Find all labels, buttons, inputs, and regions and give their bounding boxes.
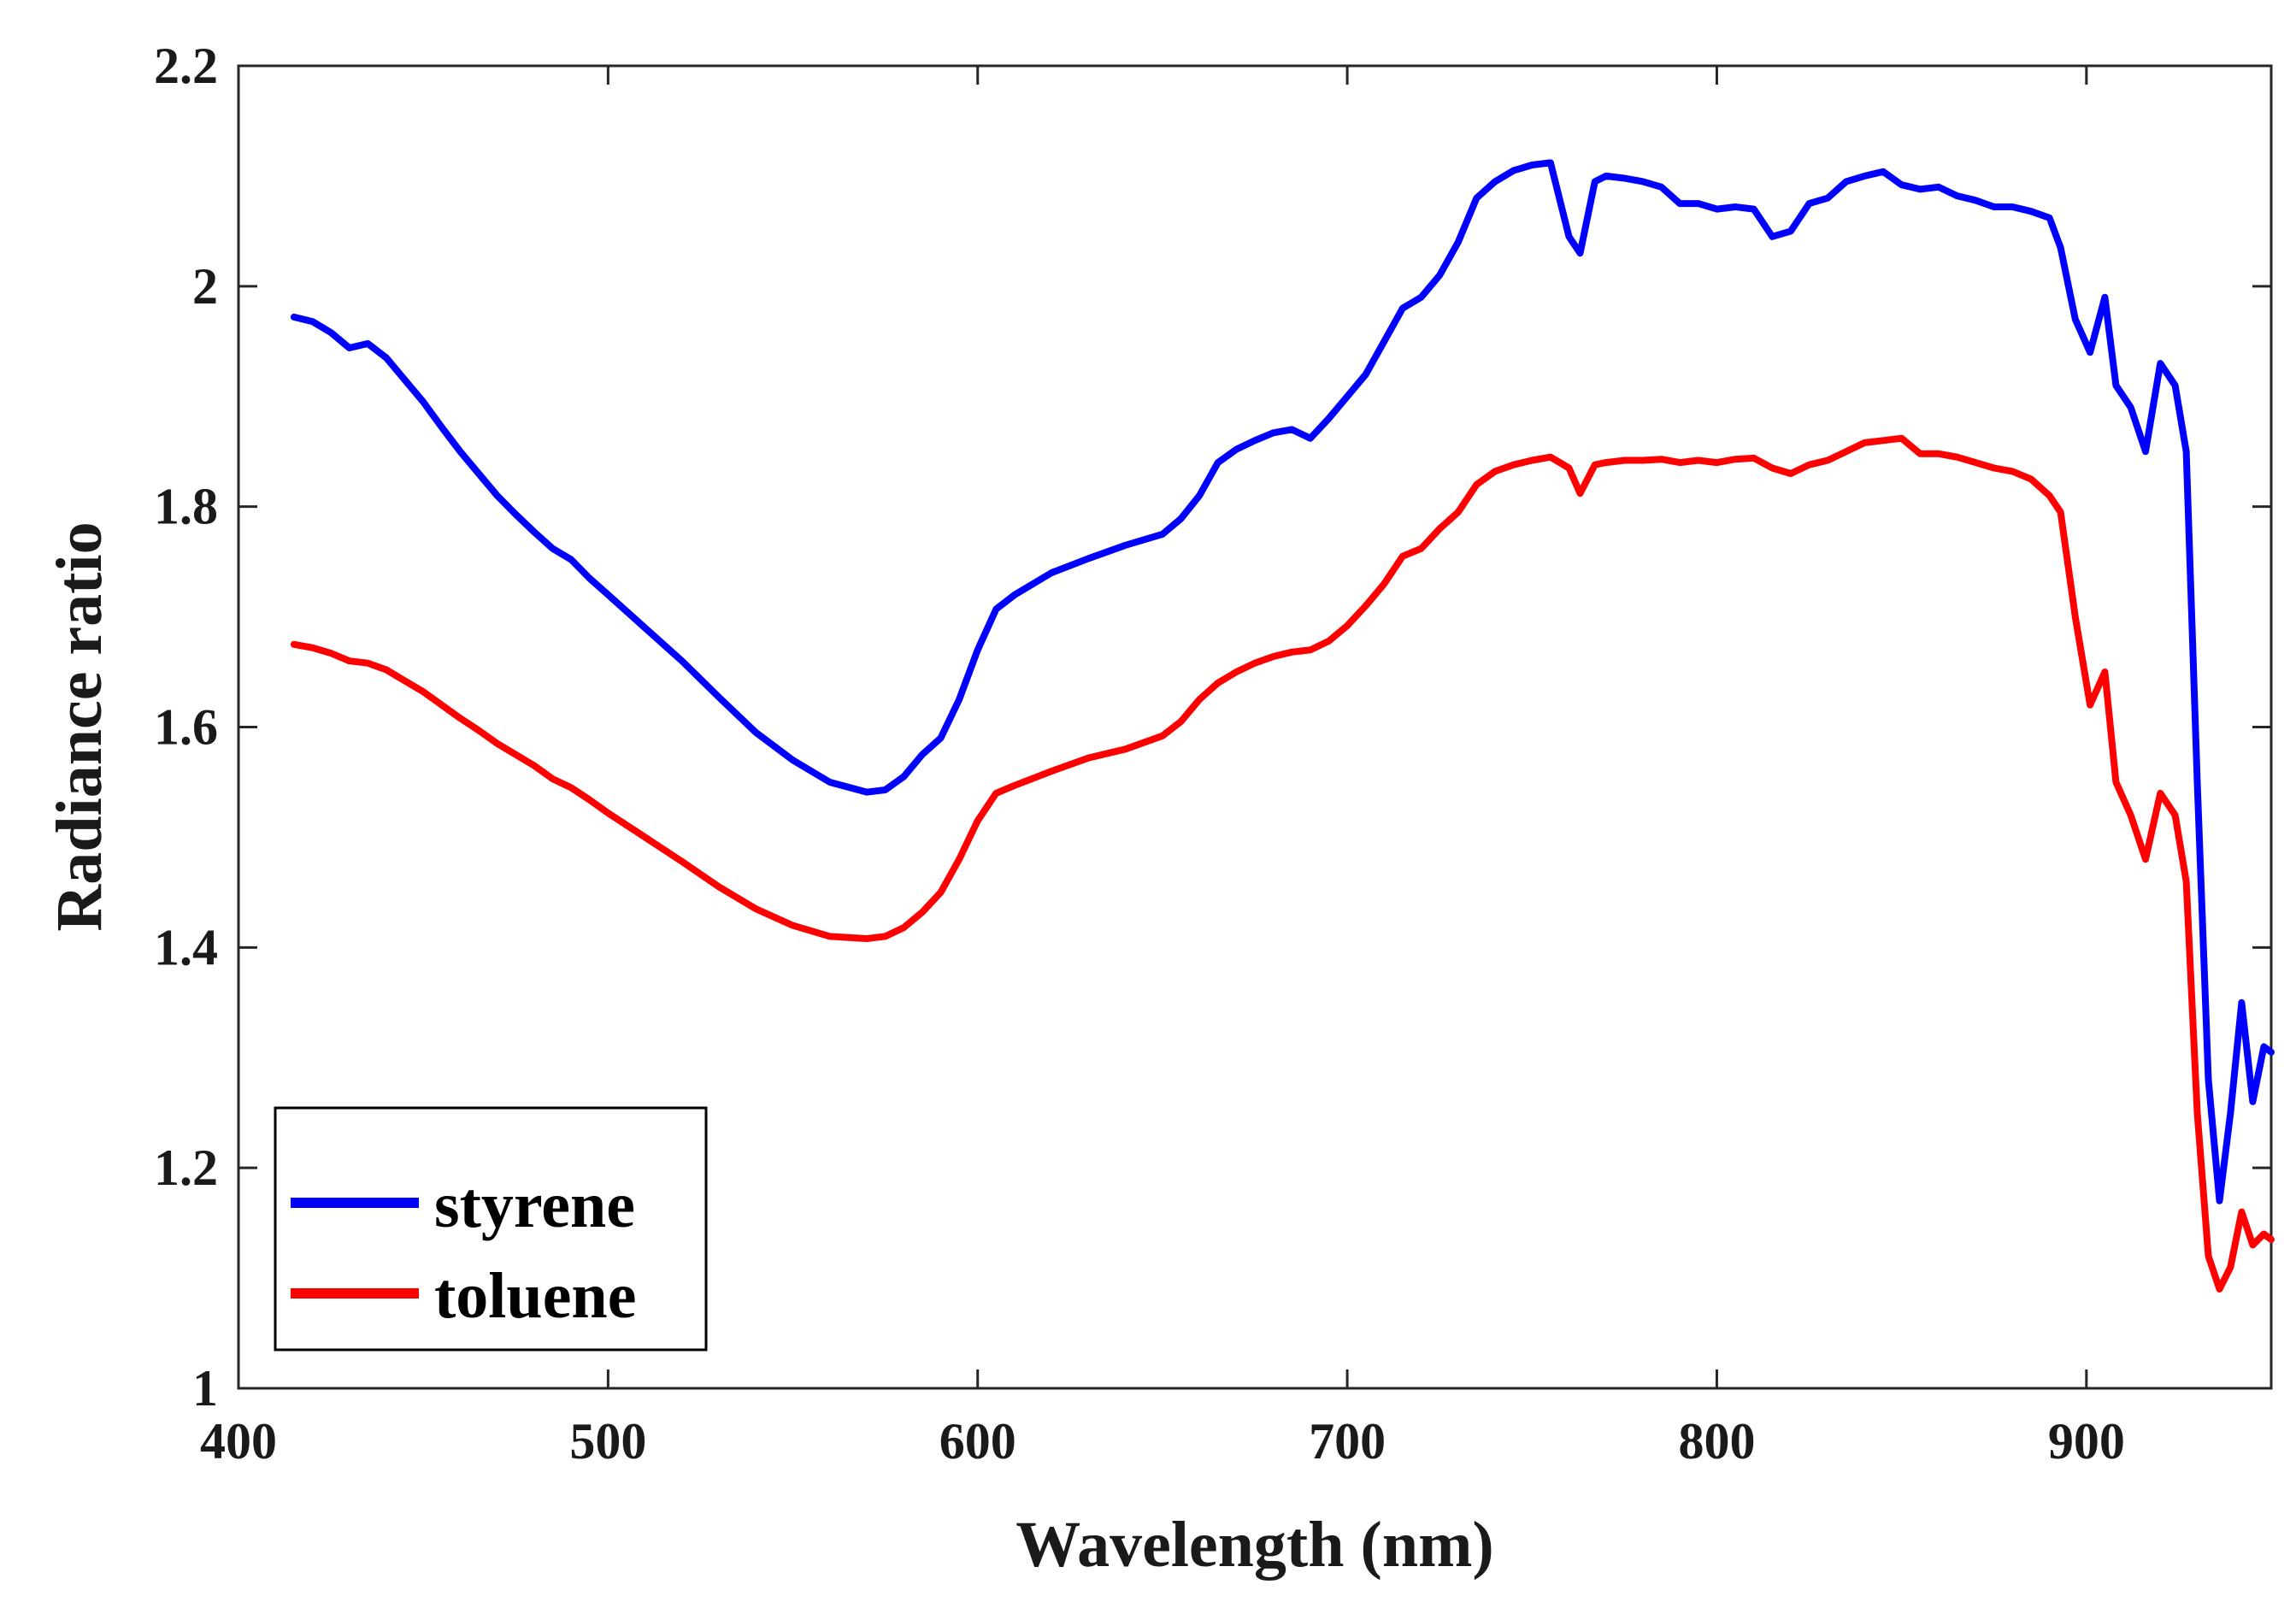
x-axis-ticks: 400 500 600 700 800 900: [200, 66, 2125, 1469]
x-tick-label-800: 800: [1678, 1413, 1755, 1469]
x-tick-label-400: 400: [200, 1413, 277, 1469]
legend: styrene toluene: [274, 1106, 708, 1352]
legend-label-styrene: styrene: [434, 1169, 635, 1241]
y-axis-ticks: 1 1.2 1.4 1.6 1.8 2 2.2: [154, 38, 2271, 1416]
y-tick-label-1.2: 1.2: [154, 1140, 218, 1196]
y-tick-label-1: 1: [192, 1360, 218, 1416]
y-tick-label-1.6: 1.6: [154, 699, 218, 756]
x-tick-label-600: 600: [939, 1413, 1016, 1469]
y-tick-label-2.2: 2.2: [154, 38, 218, 94]
x-tick-label-900: 900: [2048, 1413, 2125, 1469]
series-layer: [290, 159, 2275, 1293]
y-axis-title: Radiance ratio: [44, 521, 115, 931]
x-axis-title: Wavelength (nm): [1016, 1509, 1493, 1581]
legend-label-toluene: toluene: [434, 1260, 636, 1332]
x-tick-label-500: 500: [569, 1413, 646, 1469]
y-tick-label-1.4: 1.4: [154, 919, 218, 975]
series-line-toluene: [290, 434, 2275, 1293]
y-tick-label-2: 2: [192, 258, 218, 315]
series-line-styrene: [290, 159, 2275, 1204]
legend-box: [274, 1106, 708, 1352]
y-tick-label-1.8: 1.8: [154, 479, 218, 535]
x-tick-label-700: 700: [1309, 1413, 1386, 1469]
